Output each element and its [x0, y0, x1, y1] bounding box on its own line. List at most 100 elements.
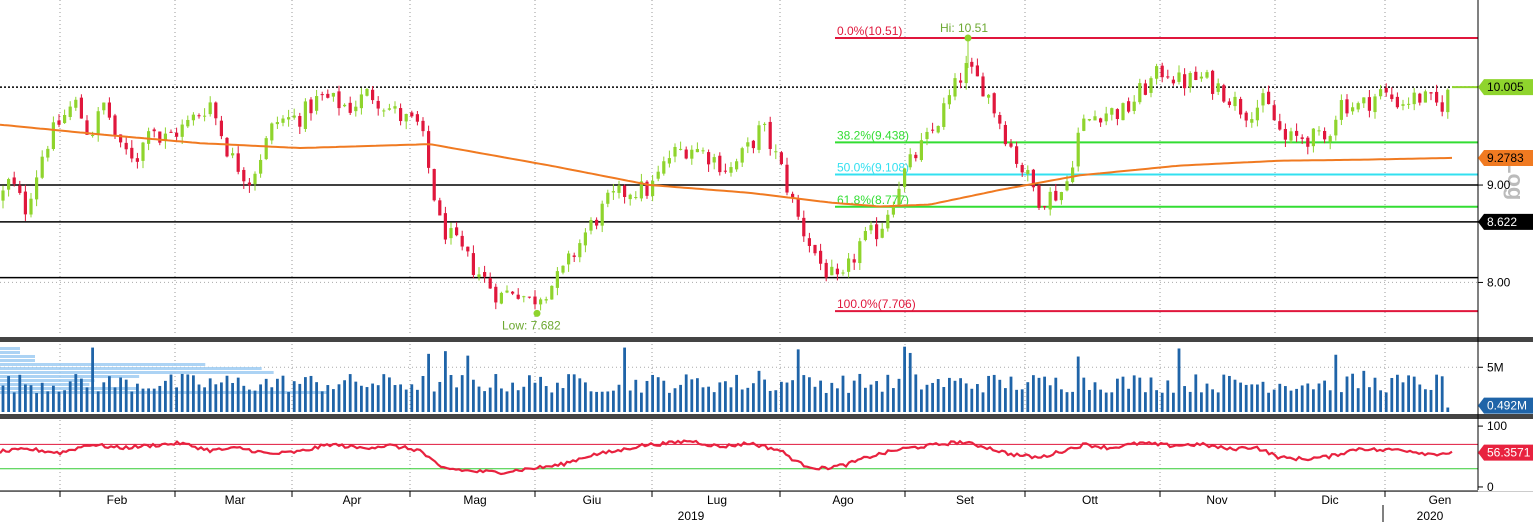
candle-body: [802, 217, 806, 237]
month-label: Ago: [832, 493, 854, 507]
candle-body: [1339, 100, 1343, 120]
volume-bar: [813, 386, 817, 412]
volume-bar: [1424, 389, 1427, 412]
candle-body: [740, 148, 744, 163]
candle-body: [718, 155, 722, 173]
volume-bar: [220, 382, 223, 412]
volume-bar: [528, 375, 531, 412]
log-watermark: Log: [1503, 160, 1528, 200]
ma-value-tag-text: 9.2783: [1487, 151, 1524, 165]
volume-bar: [970, 388, 974, 412]
candle-body: [1121, 103, 1125, 121]
candle-body: [421, 120, 425, 132]
volume-bar: [612, 390, 615, 412]
volume-bar: [1407, 375, 1410, 412]
candle-body: [113, 115, 117, 135]
candle-body: [365, 89, 369, 96]
support-level-tag-shape: [1478, 213, 1533, 230]
volume-bar: [992, 374, 996, 412]
candle-body: [953, 78, 957, 97]
candle-body: [1233, 96, 1237, 107]
volume-bar: [1015, 389, 1018, 412]
volume-bar: [1216, 392, 1220, 412]
volume-bar: [942, 386, 946, 412]
volume-profile-bar: [0, 363, 206, 366]
candle-body: [1401, 104, 1405, 106]
candle-body: [1440, 102, 1444, 112]
candle-body: [7, 179, 11, 190]
volume-bar: [836, 388, 839, 412]
last-price-tag-text: 10.005: [1487, 80, 1524, 94]
candle-body: [975, 65, 979, 77]
volume-panel: [0, 346, 1450, 412]
volume-bar: [1312, 389, 1315, 412]
candle-body: [959, 80, 963, 83]
volume-bar: [343, 380, 346, 412]
volume-bar: [1250, 384, 1254, 412]
volume-bar: [1233, 379, 1237, 412]
volume-bar: [421, 375, 425, 412]
volume-bar: [679, 384, 682, 412]
candle-body: [1132, 101, 1136, 111]
volume-bar: [948, 377, 951, 412]
volume-bar: [113, 387, 117, 412]
candle-body: [1227, 101, 1231, 106]
candle-body: [623, 185, 627, 197]
volume-bar: [1116, 378, 1119, 412]
candle-body: [695, 148, 699, 153]
volume-bar: [382, 374, 386, 412]
volume-bar: [886, 374, 890, 412]
volume-bar: [1093, 382, 1097, 412]
volume-bar: [1356, 388, 1360, 412]
volume-bar: [444, 351, 447, 412]
candle-body: [298, 116, 302, 127]
candle-body: [186, 119, 190, 127]
volume-bar: [460, 375, 464, 412]
candle-body: [555, 271, 559, 288]
candle-body: [1328, 136, 1332, 142]
volume-bar: [869, 384, 873, 412]
candle-body: [533, 296, 537, 305]
volume-bar: [1211, 389, 1214, 412]
volume-bar: [640, 392, 643, 412]
volume-bar: [847, 392, 850, 412]
volume-bar: [57, 391, 61, 412]
volume-bar: [1149, 377, 1153, 412]
candle-body: [343, 104, 347, 107]
candle-body: [774, 151, 778, 153]
candle-body: [830, 266, 834, 276]
last-price-tag: 10.005: [1478, 79, 1533, 96]
volume-bar: [1144, 392, 1147, 412]
volume-bar: [651, 374, 654, 412]
volume-bar: [1222, 374, 1226, 412]
volume-profile-bar: [0, 347, 20, 350]
candle-body: [281, 118, 285, 123]
volume-bar: [466, 355, 470, 412]
month-label: Dic: [1321, 493, 1338, 507]
volume-bar: [550, 392, 554, 412]
volume-bar: [516, 390, 520, 412]
volume-bar: [214, 384, 218, 412]
volume-bar: [309, 375, 313, 412]
fibonacci-label: 100.0%(7.706): [837, 297, 916, 311]
volume-bar: [662, 380, 666, 412]
volume-bar: [735, 374, 738, 412]
candle-body: [141, 142, 145, 161]
volume-bar: [925, 384, 929, 412]
candle-body: [863, 230, 867, 241]
candle-body: [751, 140, 755, 149]
candle-body: [169, 131, 173, 133]
volume-bar: [1289, 390, 1293, 412]
volume-bar: [1446, 407, 1450, 412]
fibonacci-label: 50.0%(9.108): [837, 161, 909, 175]
volume-bar: [824, 392, 828, 412]
volume-bar: [270, 387, 274, 412]
low-marker: [533, 309, 541, 317]
volume-bar: [1384, 392, 1388, 412]
candle-body: [595, 219, 599, 226]
volume-bar: [556, 382, 559, 412]
candle-body: [1379, 89, 1383, 97]
volume-bar: [533, 382, 537, 412]
candle-body: [1367, 97, 1371, 111]
volume-bar: [796, 349, 800, 412]
